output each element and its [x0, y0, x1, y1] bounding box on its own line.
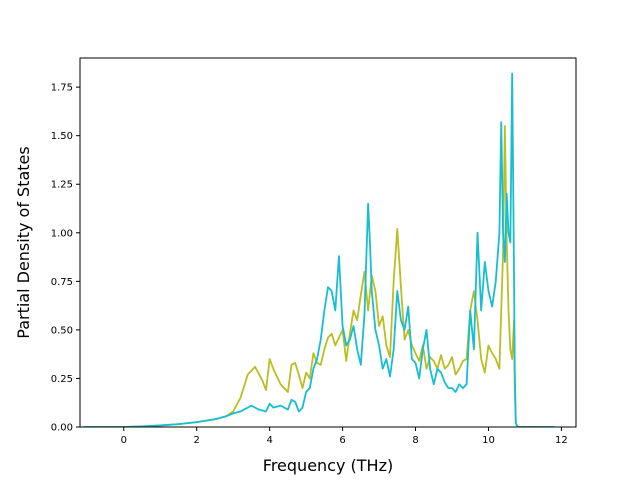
- x-axis-label: Frequency (THz): [263, 456, 393, 475]
- x-axis: 0 2 4 6 8 10 12: [121, 427, 568, 446]
- x-tick-label: 8: [412, 435, 418, 446]
- y-tick-label: 1.50: [51, 131, 73, 142]
- x-tick-label: 12: [555, 435, 568, 446]
- y-axis-label: Partial Density of States: [14, 146, 33, 338]
- y-tick-label: 1.00: [51, 228, 73, 239]
- y-tick-label: 0.50: [51, 325, 73, 336]
- y-tick-label: 1.25: [51, 180, 73, 191]
- y-axis: 0.00 0.25 0.50 0.75 1.00 1.25 1.50 1.75: [51, 83, 80, 434]
- y-tick-label: 0.75: [51, 277, 73, 288]
- x-tick-label: 0: [121, 435, 127, 446]
- x-tick-label: 4: [266, 435, 272, 446]
- series-line-1: [83, 125, 555, 427]
- y-tick-label: 0.00: [51, 423, 73, 434]
- plot-frame: [79, 57, 577, 428]
- x-tick-label: 10: [482, 435, 495, 446]
- x-tick-label: 6: [339, 435, 345, 446]
- y-tick-label: 0.25: [51, 374, 73, 385]
- y-tick-label: 1.75: [51, 83, 73, 94]
- x-tick-label: 2: [194, 435, 200, 446]
- series-line-2: [83, 72, 555, 427]
- series-layer: [83, 72, 555, 427]
